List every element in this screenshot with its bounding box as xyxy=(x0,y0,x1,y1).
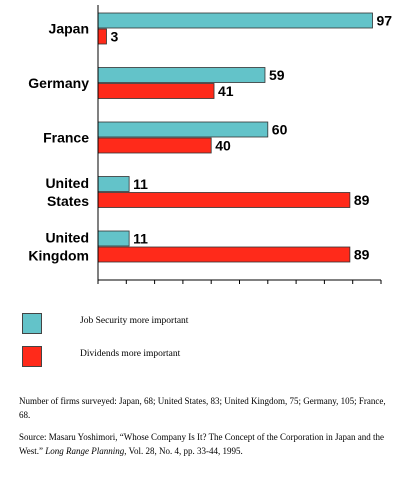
category-label: Japan xyxy=(49,21,89,37)
data-label: 11 xyxy=(133,231,148,247)
category-label: Germany xyxy=(28,75,89,91)
bar-chart: 97 3 Japan 59 41 Germany 60 40 France 11 89 United S… xyxy=(28,5,393,284)
bar-job-security xyxy=(97,12,373,29)
bar-job-security xyxy=(97,230,130,247)
data-label: 3 xyxy=(110,29,118,45)
category-label: France xyxy=(43,130,89,146)
bar-job-security xyxy=(97,67,266,83)
data-label: 59 xyxy=(269,67,285,83)
legend-label-job-security: Job Security more important xyxy=(80,316,189,326)
survey-note: Number of firms surveyed: Japan, 68; Uni… xyxy=(19,396,386,420)
data-label: 97 xyxy=(377,13,393,29)
bar-job-security xyxy=(97,176,130,192)
legend-label-dividends: Dividends more important xyxy=(80,349,181,359)
bar-dividends xyxy=(97,246,351,263)
bar-job-security xyxy=(97,121,269,138)
source-tail: , Vol. 28, No. 4, pp. 33-44, 1995. xyxy=(124,446,243,456)
source-note: Source: Masaru Yoshimori, “Whose Company… xyxy=(19,430,399,458)
bar-dividends xyxy=(97,83,215,99)
category-label: States xyxy=(47,193,89,209)
category-label: United xyxy=(45,175,89,191)
legend-swatch-job-security xyxy=(22,313,42,334)
data-label: 89 xyxy=(354,247,370,263)
data-label: 60 xyxy=(272,122,288,138)
legend-swatch-dividends xyxy=(22,346,42,367)
category-label: Kingdom xyxy=(28,248,89,264)
bar-dividends xyxy=(97,137,212,154)
bar-dividends xyxy=(97,28,107,45)
category-label: United xyxy=(45,230,89,246)
data-label: 89 xyxy=(354,192,370,208)
bar-dividends xyxy=(97,192,351,208)
data-label: 11 xyxy=(133,176,148,192)
data-label: 41 xyxy=(218,83,234,99)
data-label: 40 xyxy=(215,138,231,154)
source-journal: Long Range Planning xyxy=(45,446,125,456)
source-main-text: Source: Masaru Yoshimori, “Whose Company… xyxy=(19,432,385,456)
